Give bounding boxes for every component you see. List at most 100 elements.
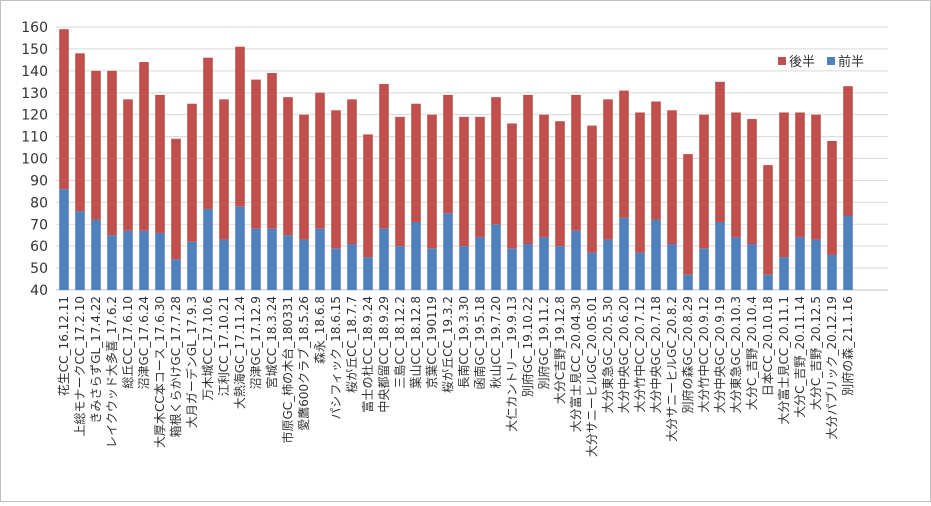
legend-label: 後半 [789,55,815,70]
bar-segment [459,116,469,247]
bar-segment [395,246,405,290]
legend-swatch [827,57,835,65]
bar-segment [699,248,709,290]
bar-segment [763,274,773,290]
bar-segment [715,81,725,223]
bar-segment [203,57,213,209]
x-tick-label: 江利CC_17.10.21 [217,296,231,396]
bar-segment [219,239,229,290]
bar-segment [235,206,245,290]
bar-segment [251,228,261,290]
bar-segment [331,248,341,290]
x-tick-label: 大分サニーヒルGC_20.05.01 [585,296,599,457]
bar-segment [107,70,117,236]
x-tick-label: 桜が丘CC_19.3.2 [440,296,455,393]
bar-segment [411,103,421,223]
bar-segment [155,94,165,234]
bar-segment [267,73,277,229]
bar-segment [555,121,565,247]
bar-segment [763,165,773,275]
bar-segment [779,257,789,290]
bar-segment [683,154,693,275]
bar-segment [779,112,789,258]
legend-label: 前半 [838,54,864,70]
bar-segment [795,237,805,290]
bar-segment [283,97,293,236]
bar-segment [443,94,453,214]
bar-segment [123,230,133,290]
bar-segment [731,237,741,290]
bar-segment [539,237,549,290]
x-tick-label: 大仁カントリー_19.9.13 [505,296,519,432]
x-tick-label: 宮城CC_18.3.24 [264,296,279,389]
bar-segment [91,219,101,290]
bar-segment [187,241,197,290]
y-tick-label: 50 [30,261,48,277]
bar-segment [827,254,837,290]
bar-segment [379,83,389,229]
x-tick-label: 三島CC_18.12.2 [392,296,407,389]
x-tick-label: 大分東急GC_20.5.30 [600,296,615,413]
bar-segment [491,97,501,225]
bar-segment [811,239,821,290]
bar-segment [587,252,597,290]
bar-segment [571,230,581,290]
bar-segment [795,112,805,238]
x-tick-label: 大厚木CC本コース_17.6.30 [153,296,167,448]
bar-segment [75,53,85,212]
y-tick-label: 100 [21,152,48,168]
bar-segment [123,99,133,231]
bar-segment [811,114,821,240]
x-tick-label: 別府GC_19.11.2 [536,296,551,389]
bar-segment [843,86,853,216]
legend-swatch [778,57,786,65]
bar-segment [683,274,693,290]
bar-segment [331,110,341,249]
y-tick-label: 120 [21,108,48,124]
bar-segment [475,237,485,290]
bar-segment [235,46,245,207]
x-tick-label: パシフィック_18.6.15 [329,296,343,420]
y-tick-label: 160 [21,20,48,36]
bar-segment [427,114,437,249]
y-tick-label: 90 [30,173,48,189]
y-tick-label: 60 [30,239,48,255]
x-tick-label: 大分中央GC_20.6.20 [616,296,631,413]
x-tick-label: 大分パブリック_20.12.19 [824,296,839,439]
x-tick-label: 森永_18.6.8 [312,296,327,364]
x-tick-label: 箱根くらかけGC_17.7.28 [168,296,183,437]
bar-segment [379,228,389,290]
bar-segment [587,125,597,253]
bar-segment [283,235,293,290]
bar-segment [315,228,325,290]
bar-segment [827,140,837,255]
x-tick-label: 桜が丘CC_18.7.7 [344,296,359,393]
y-tick-label: 110 [21,130,48,146]
bar-segment [347,243,357,290]
bar-segment [539,114,549,238]
bar-segment [171,259,181,290]
x-tick-label: 大分C吉野_19.12.8 [553,296,567,404]
bar-segment [699,114,709,249]
bar-segment [731,112,741,238]
y-tick-label: 40 [30,283,48,299]
bar-segment [715,222,725,290]
x-tick-label: 大分竹中CC_20.9.12 [696,296,711,413]
y-tick-label: 80 [30,195,48,211]
bar-segment [59,29,69,190]
bar-segment [635,252,645,290]
bar-segment [363,257,373,290]
x-tick-label: 日本CC_20.10.18 [761,296,775,396]
x-tick-label: 総丘CC_17.6.10 [121,296,135,389]
x-tick-label: 花生CC_16.12.11 [56,296,71,396]
bar-segment [651,101,661,220]
bar-segment [91,70,101,220]
bar-segment [603,239,613,290]
x-tick-label: 大分竹中CC_20.7.12 [632,296,647,413]
bar-segment [395,116,405,247]
x-tick-label: 大分サニーヒルGC_20.8.2 [665,296,679,442]
bar-segment [523,243,533,290]
bar-segment [635,112,645,253]
x-tick-label: 別府GC_19.10.22 [520,296,535,397]
